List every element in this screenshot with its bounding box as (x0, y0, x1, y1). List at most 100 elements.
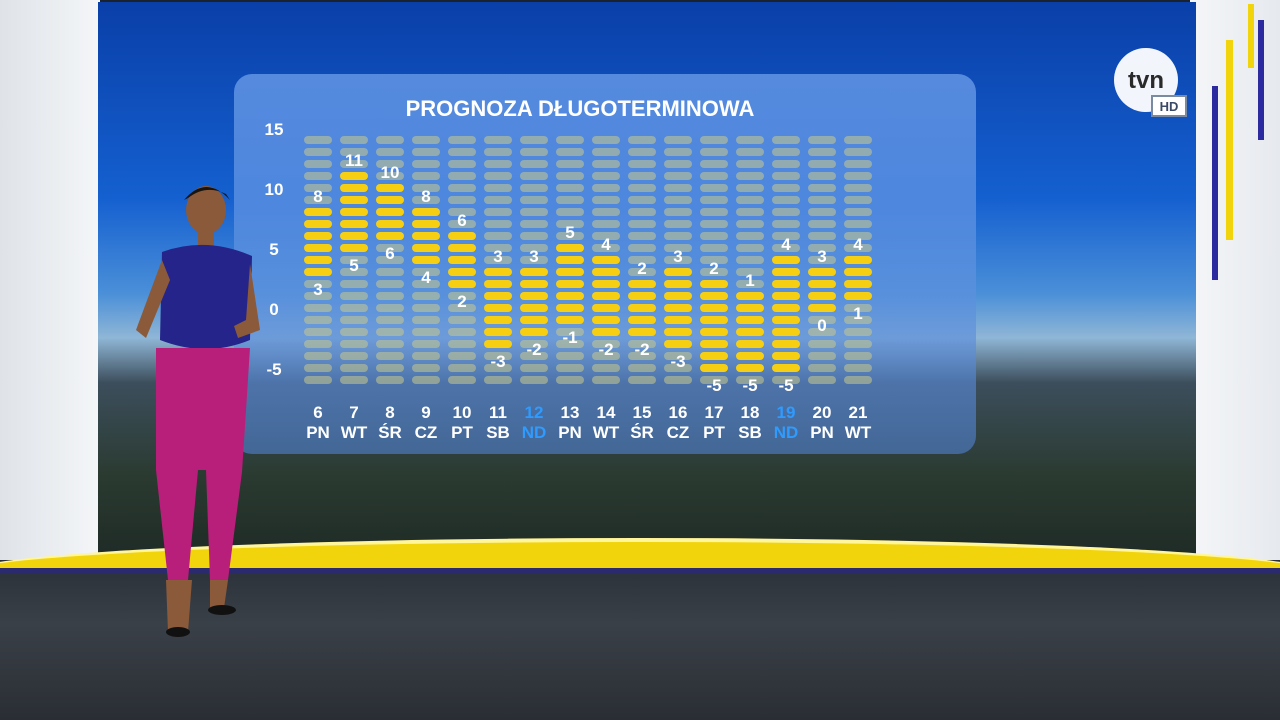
scale-segment (664, 196, 692, 204)
scale-segment (520, 184, 548, 192)
day-number-label: 19 (777, 403, 796, 422)
scale-segment (772, 160, 800, 168)
weekday-label: WT (341, 423, 368, 442)
scale-segment (520, 376, 548, 384)
temp-bar-segment (844, 280, 872, 288)
weekday-label: SB (738, 423, 762, 442)
scale-segment (628, 220, 656, 228)
temp-bar-segment (412, 244, 440, 252)
scale-segment (772, 148, 800, 156)
scale-segment (700, 208, 728, 216)
scale-segment (664, 148, 692, 156)
temp-bar-segment (304, 232, 332, 240)
scale-segment (412, 136, 440, 144)
temp-bar-segment (304, 220, 332, 228)
scale-segment (628, 340, 656, 348)
day-number-label: 18 (741, 403, 760, 422)
y-tick-label: 15 (265, 120, 284, 139)
temp-bar-segment (484, 304, 512, 312)
temp-bar-segment (340, 220, 368, 228)
scale-segment (808, 184, 836, 192)
scale-segment (376, 268, 404, 276)
temp-bar-segment (628, 316, 656, 324)
day-column: 41 (844, 136, 872, 384)
scale-segment (340, 280, 368, 288)
scale-segment (448, 352, 476, 360)
scale-segment (520, 136, 548, 144)
temp-bar-segment (304, 244, 332, 252)
scale-segment (448, 304, 476, 312)
scale-segment (340, 136, 368, 144)
day-number-label: 16 (669, 403, 688, 422)
temp-bar-segment (484, 292, 512, 300)
scale-segment (592, 376, 620, 384)
scale-segment (772, 196, 800, 204)
scale-segment (484, 232, 512, 240)
temp-bar-segment (736, 304, 764, 312)
temp-bar-segment (448, 232, 476, 240)
scale-segment (448, 364, 476, 372)
scale-segment (808, 172, 836, 180)
weekday-label: WT (593, 423, 620, 442)
temp-bar-segment (592, 256, 620, 264)
scale-segment (484, 220, 512, 228)
temp-bar-segment (556, 268, 584, 276)
scale-segment (412, 196, 440, 204)
scale-segment (448, 184, 476, 192)
max-temp-label: 4 (781, 235, 791, 254)
scale-segment (628, 172, 656, 180)
day-number-label: 6 (313, 403, 322, 422)
scale-segment (448, 340, 476, 348)
scale-segment (664, 364, 692, 372)
scale-segment (844, 172, 872, 180)
scale-segment (304, 352, 332, 360)
temp-bar-segment (700, 364, 728, 372)
scale-segment (808, 316, 836, 324)
scale-segment (556, 136, 584, 144)
scale-segment (484, 184, 512, 192)
day-number-label: 8 (385, 403, 394, 422)
weekday-label: PT (703, 423, 725, 442)
day-number-label: 15 (633, 403, 652, 422)
min-temp-label: -3 (670, 352, 685, 371)
scale-segment (844, 376, 872, 384)
weekday-label: ND (774, 423, 799, 442)
day-number-label: 17 (705, 403, 724, 422)
scale-segment (376, 280, 404, 288)
scale-segment (484, 256, 512, 264)
temp-bar-segment (448, 244, 476, 252)
scale-segment (484, 376, 512, 384)
scale-segment (304, 172, 332, 180)
min-temp-label: -5 (706, 376, 721, 395)
scale-segment (412, 292, 440, 300)
scale-segment (700, 244, 728, 252)
temp-bar-segment (340, 244, 368, 252)
temp-bar-segment (484, 316, 512, 324)
day-number-label: 10 (453, 403, 472, 422)
scale-segment (808, 160, 836, 168)
scale-segment (700, 256, 728, 264)
temp-bar-segment (772, 256, 800, 264)
scale-segment (340, 352, 368, 360)
scale-segment (340, 256, 368, 264)
scale-segment (448, 328, 476, 336)
studio-wall-right (1190, 0, 1280, 580)
temp-bar-segment (556, 292, 584, 300)
scale-segment (700, 376, 728, 384)
temp-bar-segment (772, 292, 800, 300)
temp-bar-segment (736, 364, 764, 372)
columns: 8311510684623-33-25-14-22-23-32-51-54-53… (304, 136, 872, 395)
min-temp-label: -1 (562, 328, 577, 347)
day-column: 83 (304, 136, 332, 384)
scale-segment (844, 328, 872, 336)
scale-segment (304, 328, 332, 336)
scale-segment (808, 352, 836, 360)
scale-segment (772, 376, 800, 384)
scale-segment (448, 316, 476, 324)
scale-segment (844, 184, 872, 192)
scale-segment (448, 136, 476, 144)
scale-segment (412, 304, 440, 312)
temp-bar-segment (520, 304, 548, 312)
temp-bar-segment (412, 256, 440, 264)
scale-segment (808, 220, 836, 228)
